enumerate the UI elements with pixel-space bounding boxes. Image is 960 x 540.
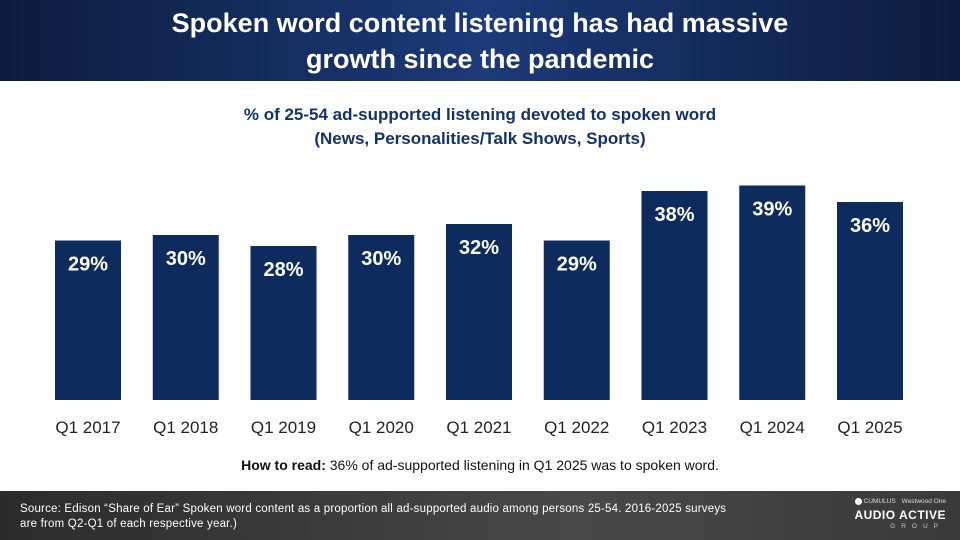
westwood-one-text: Westwood One bbox=[901, 498, 946, 505]
chart-title-block: % of 25-54 ad-supported listening devote… bbox=[0, 103, 960, 151]
data-label: 32% bbox=[459, 237, 499, 259]
x-tick-label: Q1 2017 bbox=[55, 418, 120, 437]
footer: Source: Edison “Share of Ear” Spoken wor… bbox=[0, 491, 960, 540]
x-tick-label: Q1 2018 bbox=[153, 418, 218, 437]
logo-sub-text: GROUP bbox=[890, 523, 944, 530]
x-tick-label: Q1 2021 bbox=[446, 418, 511, 437]
data-label: 30% bbox=[166, 248, 206, 270]
x-tick-label: Q1 2023 bbox=[642, 418, 707, 437]
how-to-read-text: 36% of ad-supported listening in Q1 2025… bbox=[329, 457, 719, 473]
x-tick-label: Q1 2022 bbox=[544, 418, 609, 437]
how-to-read-label: How to read: bbox=[241, 457, 326, 473]
header-banner: Spoken word content listening has had ma… bbox=[0, 0, 960, 81]
bar-q1-2022 bbox=[543, 240, 610, 400]
bar-q1-2017 bbox=[55, 240, 121, 400]
how-to-read: How to read: 36% of ad-supported listeni… bbox=[0, 457, 960, 473]
cumulus-logo: CUMULUS bbox=[854, 498, 896, 505]
source-note: Source: Edison “Share of Ear” Spoken wor… bbox=[20, 503, 727, 530]
bar-q1-2018 bbox=[152, 235, 219, 400]
bar-q1-2025 bbox=[837, 202, 903, 400]
cumulus-icon bbox=[854, 498, 862, 505]
cumulus-text: CUMULUS bbox=[863, 498, 896, 505]
data-label: 38% bbox=[654, 204, 694, 226]
bar-q1-2019 bbox=[250, 246, 317, 400]
bar-q1-2024 bbox=[739, 185, 806, 400]
data-label: 30% bbox=[361, 248, 401, 270]
data-label: 28% bbox=[263, 259, 303, 281]
page-title: Spoken word content listening has had ma… bbox=[171, 7, 789, 74]
chart-subtitle: (News, Personalities/Talk Shows, Sports) bbox=[314, 129, 646, 148]
logo-main-text: AUDIO ACTIVE bbox=[854, 508, 946, 522]
x-tick-label: Q1 2025 bbox=[837, 418, 902, 437]
data-label: 29% bbox=[68, 254, 108, 276]
data-label: 36% bbox=[850, 215, 890, 237]
bar-q1-2023 bbox=[641, 191, 708, 400]
bar-chart: 29% Q1 2017 30% Q1 2018 28% Q1 2019 30% Q1 2020… bbox=[55, 185, 903, 437]
audio-active-group-logo: CUMULUS Westwood One AUDIO ACTIVE GROUP bbox=[836, 498, 946, 536]
bar-q1-2021 bbox=[446, 224, 512, 400]
chart-title: % of 25-54 ad-supported listening devote… bbox=[243, 105, 717, 124]
logo-top-row: CUMULUS Westwood One bbox=[836, 498, 946, 505]
bar-q1-2020 bbox=[348, 235, 415, 400]
data-label: 39% bbox=[752, 199, 792, 221]
x-tick-label: Q1 2019 bbox=[251, 418, 316, 437]
data-label: 29% bbox=[557, 254, 597, 276]
x-tick-label: Q1 2020 bbox=[349, 418, 414, 437]
x-tick-label: Q1 2024 bbox=[740, 418, 805, 437]
